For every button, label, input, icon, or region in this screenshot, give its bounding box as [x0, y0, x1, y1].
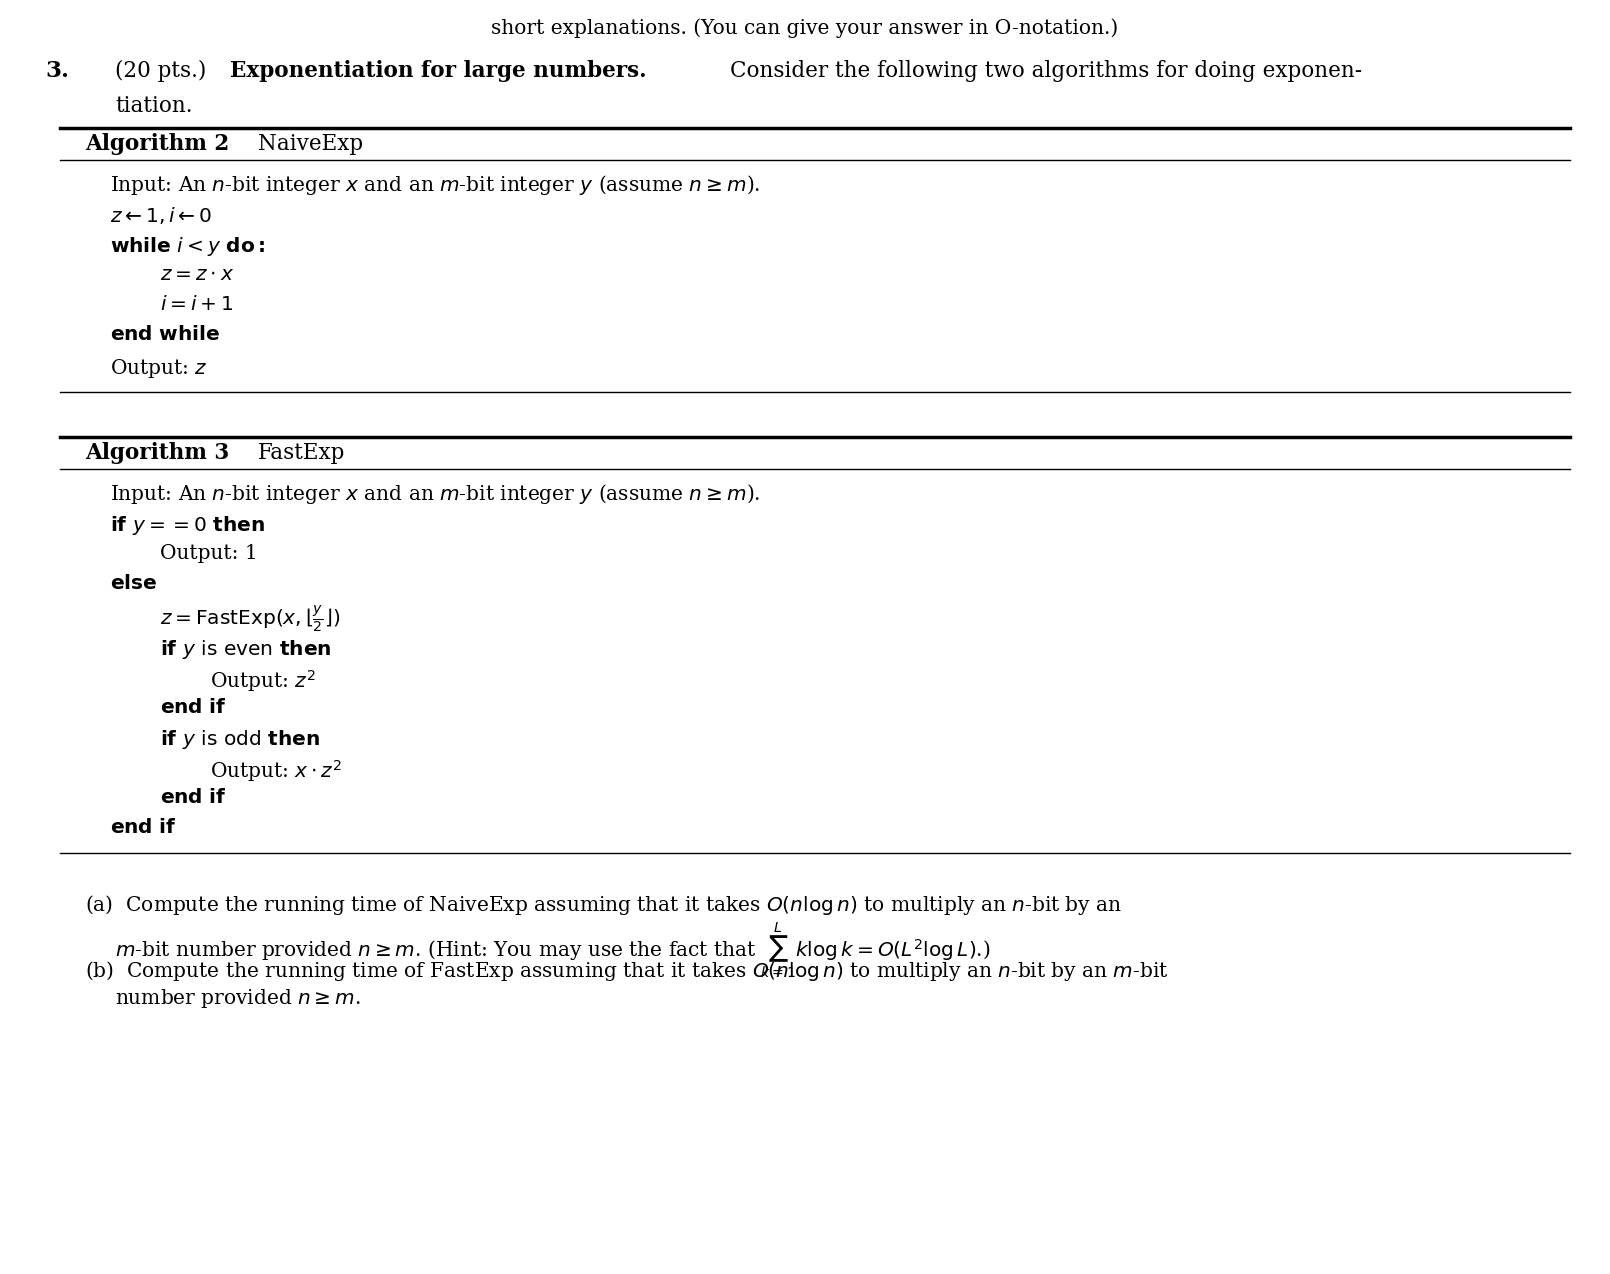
Text: Consider the following two algorithms for doing exponen-: Consider the following two algorithms fo…: [729, 60, 1362, 82]
Text: NaiveExp: NaiveExp: [258, 132, 364, 155]
Text: FastExp: FastExp: [258, 442, 346, 464]
Text: $\mathbf{if}\ y\ \mathrm{is\ odd}\ \mathbf{then}$: $\mathbf{if}\ y\ \mathrm{is\ odd}\ \math…: [159, 727, 320, 750]
Text: $\mathbf{end\ if}$: $\mathbf{end\ if}$: [159, 698, 227, 717]
Text: Output: 1: Output: 1: [159, 544, 258, 563]
Text: Output: $x \cdot z^2$: Output: $x \cdot z^2$: [209, 758, 341, 784]
Text: (20 pts.): (20 pts.): [114, 60, 206, 82]
Text: Exponentiation for large numbers.: Exponentiation for large numbers.: [230, 60, 647, 82]
Text: Algorithm 2: Algorithm 2: [85, 132, 229, 155]
Text: short explanations. (You can give your answer in O-notation.): short explanations. (You can give your a…: [491, 18, 1119, 38]
Text: Input: An $n$-bit integer $x$ and an $m$-bit integer $y$ (assume $n \geq m$).: Input: An $n$-bit integer $x$ and an $m$…: [109, 173, 760, 197]
Text: (b)  Compute the running time of FastExp assuming that it takes $O(n\log n)$ to : (b) Compute the running time of FastExp …: [85, 959, 1169, 984]
Text: $z = z \cdot x$: $z = z \cdot x$: [159, 265, 233, 284]
Text: (a)  Compute the running time of NaiveExp assuming that it takes $O(n\log n)$ to: (a) Compute the running time of NaiveExp…: [85, 893, 1122, 917]
Text: $\mathbf{if}\ y\ \mathrm{is\ even}\ \mathbf{then}$: $\mathbf{if}\ y\ \mathrm{is\ even}\ \mat…: [159, 638, 332, 661]
Text: $\mathbf{end\ while}$: $\mathbf{end\ while}$: [109, 325, 221, 344]
Text: Output: $z$: Output: $z$: [109, 357, 208, 380]
Text: Algorithm 3: Algorithm 3: [85, 442, 229, 464]
Text: $\mathbf{if}\ y == 0\ \mathbf{then}$: $\mathbf{if}\ y == 0\ \mathbf{then}$: [109, 513, 266, 538]
Text: $\mathbf{end\ if}$: $\mathbf{end\ if}$: [159, 789, 227, 806]
Text: Output: $z^2$: Output: $z^2$: [209, 668, 316, 694]
Text: $i = i+1$: $i = i+1$: [159, 296, 233, 313]
Text: $z \leftarrow 1, i \leftarrow 0$: $z \leftarrow 1, i \leftarrow 0$: [109, 205, 213, 225]
Text: Input: An $n$-bit integer $x$ and an $m$-bit integer $y$ (assume $n \geq m$).: Input: An $n$-bit integer $x$ and an $m$…: [109, 482, 760, 506]
Text: tiation.: tiation.: [114, 96, 193, 117]
Text: $m$-bit number provided $n \geq m$. (Hint: You may use the fact that $\sum_{k=1}: $m$-bit number provided $n \geq m$. (Hin…: [114, 921, 990, 980]
Text: $\mathbf{while}\ i < y\ \mathbf{do:}$: $\mathbf{while}\ i < y\ \mathbf{do:}$: [109, 234, 266, 259]
Text: 3.: 3.: [45, 60, 69, 82]
Text: $z = \mathrm{FastExp}(x, \lfloor\frac{y}{2}\rfloor)$: $z = \mathrm{FastExp}(x, \lfloor\frac{y}…: [159, 604, 340, 636]
Text: $\mathbf{else}$: $\mathbf{else}$: [109, 575, 158, 592]
Text: number provided $n \geq m$.: number provided $n \geq m$.: [114, 987, 361, 1010]
Text: $\mathbf{end\ if}$: $\mathbf{end\ if}$: [109, 818, 177, 837]
